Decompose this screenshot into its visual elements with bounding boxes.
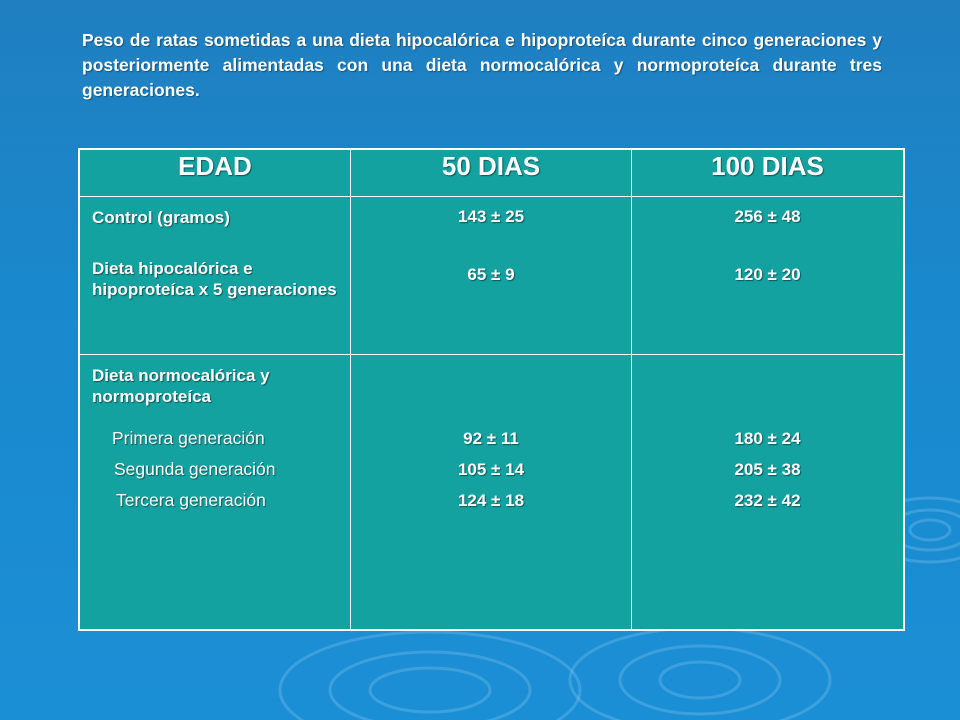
slide-caption: Peso de ratas sometidas a una dieta hipo… <box>82 30 882 100</box>
header-50-dias: 50 DIAS <box>350 148 632 197</box>
value-tercera-50: 124 ± 18 <box>457 491 525 510</box>
value-segunda-50: 105 ± 14 <box>457 460 525 479</box>
header-100-dias: 100 DIAS <box>631 148 905 197</box>
label-tercera-generacion: Tercera generación <box>116 490 266 510</box>
rat-weight-table: EDAD 50 DIAS 100 DIAS Control (gramos) D… <box>78 148 905 631</box>
value-control-100: 256 ± 48 <box>734 207 801 226</box>
label-primera-generacion: Primera generación <box>112 428 265 448</box>
value-hipo-50: 65 ± 9 <box>467 265 515 284</box>
row2-label-cell: Dieta normocalórica y normoproteíca Prim… <box>78 354 351 631</box>
value-control-50: 143 ± 25 <box>457 207 525 226</box>
table-header-row: EDAD 50 DIAS 100 DIAS <box>78 148 905 197</box>
row1-50-dias-cell: 143 ± 25 65 ± 9 <box>350 196 632 355</box>
label-normocalorica: Dieta normocalórica y normoproteíca <box>92 366 270 406</box>
value-primera-100: 180 ± 24 <box>734 429 801 448</box>
row2-50-dias-cell: 92 ± 11 105 ± 14 124 ± 18 <box>350 354 632 631</box>
table-row: Dieta normocalórica y normoproteíca Prim… <box>78 354 905 631</box>
value-segunda-100: 205 ± 38 <box>734 460 801 479</box>
value-primera-50: 92 ± 11 <box>463 429 519 448</box>
row2-100-dias-cell: 180 ± 24 205 ± 38 232 ± 42 <box>631 354 905 631</box>
label-segunda-generacion: Segunda generación <box>114 459 276 479</box>
row1-label-cell: Control (gramos) Dieta hipocalórica e hi… <box>78 196 351 355</box>
row1-100-dias-cell: 256 ± 48 120 ± 20 <box>631 196 905 355</box>
header-edad: EDAD <box>78 148 351 197</box>
label-hipocalorica: Dieta hipocalórica e hipoproteíca x 5 ge… <box>92 259 337 299</box>
value-hipo-100: 120 ± 20 <box>734 265 801 284</box>
table-row: Control (gramos) Dieta hipocalórica e hi… <box>78 196 905 355</box>
value-tercera-100: 232 ± 42 <box>734 491 801 510</box>
label-control: Control (gramos) <box>92 208 230 227</box>
